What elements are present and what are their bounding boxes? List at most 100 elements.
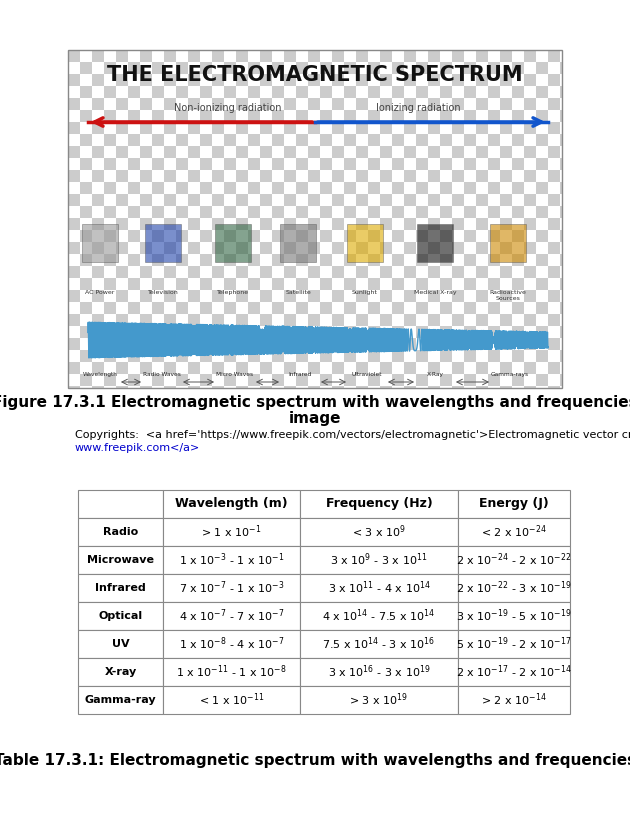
Bar [344,110,356,122]
Bar [176,314,188,326]
Bar [548,194,560,206]
Bar [308,314,320,326]
Bar [188,50,200,62]
Bar [548,74,560,86]
Bar [464,386,476,388]
Bar [176,194,188,206]
Bar [320,98,332,110]
Bar [488,86,500,98]
Bar [236,146,248,158]
Text: Sunlight: Sunlight [352,290,378,295]
Bar [284,110,296,122]
Bar [488,194,500,206]
Bar [416,146,428,158]
Bar [128,170,140,182]
Bar [260,386,272,388]
Bar [404,266,416,278]
Bar [356,98,368,110]
Bar [296,182,308,194]
Bar [92,278,104,290]
Bar [548,146,560,158]
Bar [140,218,152,230]
Bar [80,266,92,278]
Bar [500,134,512,146]
Bar [188,62,200,74]
Bar [404,278,416,290]
Bar [260,362,272,374]
Bar [536,86,548,98]
Bar [524,134,536,146]
Text: 2 x 10$^{-17}$ - 2 x 10$^{-14}$: 2 x 10$^{-17}$ - 2 x 10$^{-14}$ [456,663,572,681]
Bar [476,206,488,218]
Bar [476,122,488,134]
Bar [260,50,272,62]
Bar [68,338,80,350]
Bar [80,326,92,338]
Bar [260,146,272,158]
Bar [128,302,140,314]
Bar [224,182,236,194]
Bar [320,254,332,266]
Bar [284,326,296,338]
Bar [80,386,92,388]
Bar [536,266,548,278]
Bar [140,182,152,194]
Bar [224,134,236,146]
Bar [236,182,248,194]
Bar [128,158,140,170]
Bar [164,278,176,290]
Bar [78,518,163,546]
Bar [452,290,464,302]
Bar [332,350,344,362]
Bar [152,314,164,326]
Bar [452,266,464,278]
Bar [296,266,308,278]
Bar [368,74,380,86]
Bar [560,182,562,194]
Bar [548,242,560,254]
Bar [356,242,368,254]
Bar [272,218,284,230]
Bar [548,122,560,134]
Bar [392,242,404,254]
Bar [128,254,140,266]
Bar [536,374,548,386]
Bar [380,170,392,182]
Bar [236,362,248,374]
Bar [440,110,452,122]
Bar [116,50,128,62]
Bar [452,278,464,290]
Bar [320,194,332,206]
Bar [284,182,296,194]
Bar [116,86,128,98]
Bar [284,350,296,362]
Bar [212,50,224,62]
Bar [128,206,140,218]
Bar [512,194,524,206]
Bar [200,218,212,230]
Bar [332,362,344,374]
Bar [224,326,236,338]
Bar [104,290,116,302]
Bar [488,242,500,254]
Bar [548,134,560,146]
Bar [380,62,392,74]
Bar [152,218,164,230]
Bar [164,302,176,314]
Bar [500,98,512,110]
Bar [212,146,224,158]
Bar [152,86,164,98]
Bar [308,62,320,74]
Bar [176,350,188,362]
Bar [524,242,536,254]
Bar [163,686,300,714]
Bar [512,374,524,386]
Bar [428,158,440,170]
Bar [128,230,140,242]
Bar [464,74,476,86]
Bar [80,122,92,134]
Bar [236,110,248,122]
Bar [78,574,163,602]
Bar [224,206,236,218]
Bar [548,230,560,242]
